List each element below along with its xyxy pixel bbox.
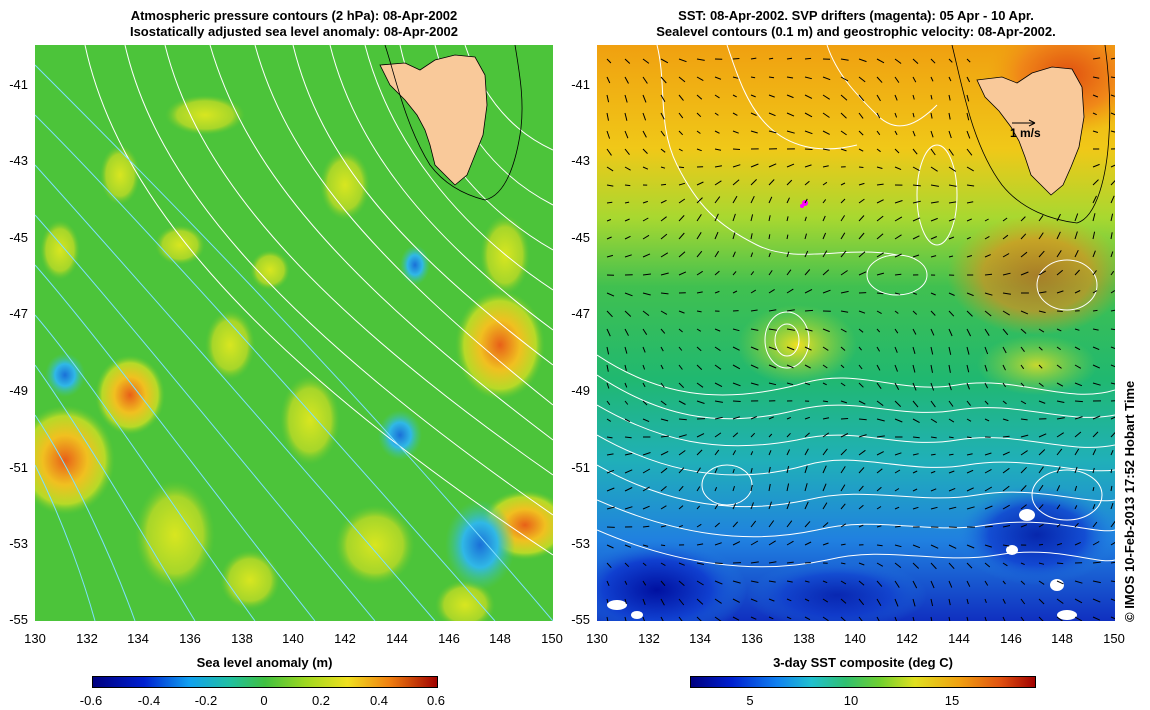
left-colorbar (92, 676, 438, 688)
left-title-line1: Atmospheric pressure contours (2 hPa): 0… (130, 8, 458, 23)
left-lat-tick: -47 (9, 306, 28, 321)
right-lon-tick: 148 (1051, 631, 1073, 646)
left-lon-tick: 150 (541, 631, 563, 646)
right-lat-tick: -55 (571, 612, 590, 627)
right-colorbar-tick: 10 (843, 693, 859, 708)
right-lon-tick: 134 (689, 631, 711, 646)
right-lat-tick: -47 (571, 306, 590, 321)
left-lat-tick: -53 (9, 536, 28, 551)
right-map (597, 45, 1115, 621)
left-lon-tick: 134 (127, 631, 149, 646)
right-lat-tick: -51 (571, 460, 590, 475)
right-lat-tick: -53 (571, 536, 590, 551)
right-lon-tick: 130 (586, 631, 608, 646)
left-title-line2: Isostatically adjusted sea level anomaly… (129, 24, 459, 39)
left-lat-tick: -49 (9, 383, 28, 398)
credit-text: © IMOS 10-Feb-2013 17:52 Hobart Time (1122, 380, 1137, 622)
right-colorbar-tick: 15 (944, 693, 960, 708)
right-lon-tick: 142 (896, 631, 918, 646)
left-colorbar-tick: 0 (260, 693, 268, 708)
right-lat-tick: -45 (571, 230, 590, 245)
left-lon-tick: 132 (76, 631, 98, 646)
left-colorbar-tick: -0.4 (137, 693, 161, 708)
right-colorbar-title: 3-day SST composite (deg C) (773, 655, 953, 670)
left-lon-tick: 140 (282, 631, 304, 646)
left-colorbar-tick: 0.4 (369, 693, 389, 708)
velocity-vectors (606, 57, 1115, 621)
left-lon-tick: 148 (489, 631, 511, 646)
right-lon-tick: 150 (1103, 631, 1125, 646)
left-colorbar-title: Sea level anomaly (m) (196, 655, 333, 670)
right-lon-tick: 138 (793, 631, 815, 646)
right-lat-tick: -41 (571, 77, 590, 92)
left-map (35, 45, 553, 621)
left-colorbar-tick: -0.2 (194, 693, 218, 708)
left-colorbar-tick: -0.6 (79, 693, 103, 708)
right-lat-tick: -49 (571, 383, 590, 398)
right-colorbar-tick: 5 (746, 693, 754, 708)
right-lon-tick: 140 (844, 631, 866, 646)
right-title-line2: Sealevel contours (0.1 m) and geostrophi… (656, 24, 1056, 39)
left-lat-tick: -55 (9, 612, 28, 627)
left-lon-tick: 144 (386, 631, 408, 646)
left-lon-tick: 142 (334, 631, 356, 646)
left-lon-tick: 138 (231, 631, 253, 646)
left-colorbar-tick: 0.6 (426, 693, 446, 708)
left-lat-tick: -43 (9, 153, 28, 168)
left-lon-tick: 146 (438, 631, 460, 646)
right-lat-tick: -43 (571, 153, 590, 168)
right-lon-tick: 132 (638, 631, 660, 646)
left-lon-tick: 130 (24, 631, 46, 646)
right-lon-tick: 136 (741, 631, 763, 646)
right-lon-tick: 146 (1000, 631, 1022, 646)
left-lat-tick: -45 (9, 230, 28, 245)
right-lon-tick: 144 (948, 631, 970, 646)
left-lon-tick: 136 (179, 631, 201, 646)
right-colorbar (690, 676, 1036, 688)
left-lat-tick: -51 (9, 460, 28, 475)
left-colorbar-tick: 0.2 (311, 693, 331, 708)
left-lat-tick: -41 (9, 77, 28, 92)
right-title-line1: SST: 08-Apr-2002. SVP drifters (magenta)… (678, 8, 1034, 23)
velocity-scale-label: 1 m/s (1010, 126, 1041, 140)
